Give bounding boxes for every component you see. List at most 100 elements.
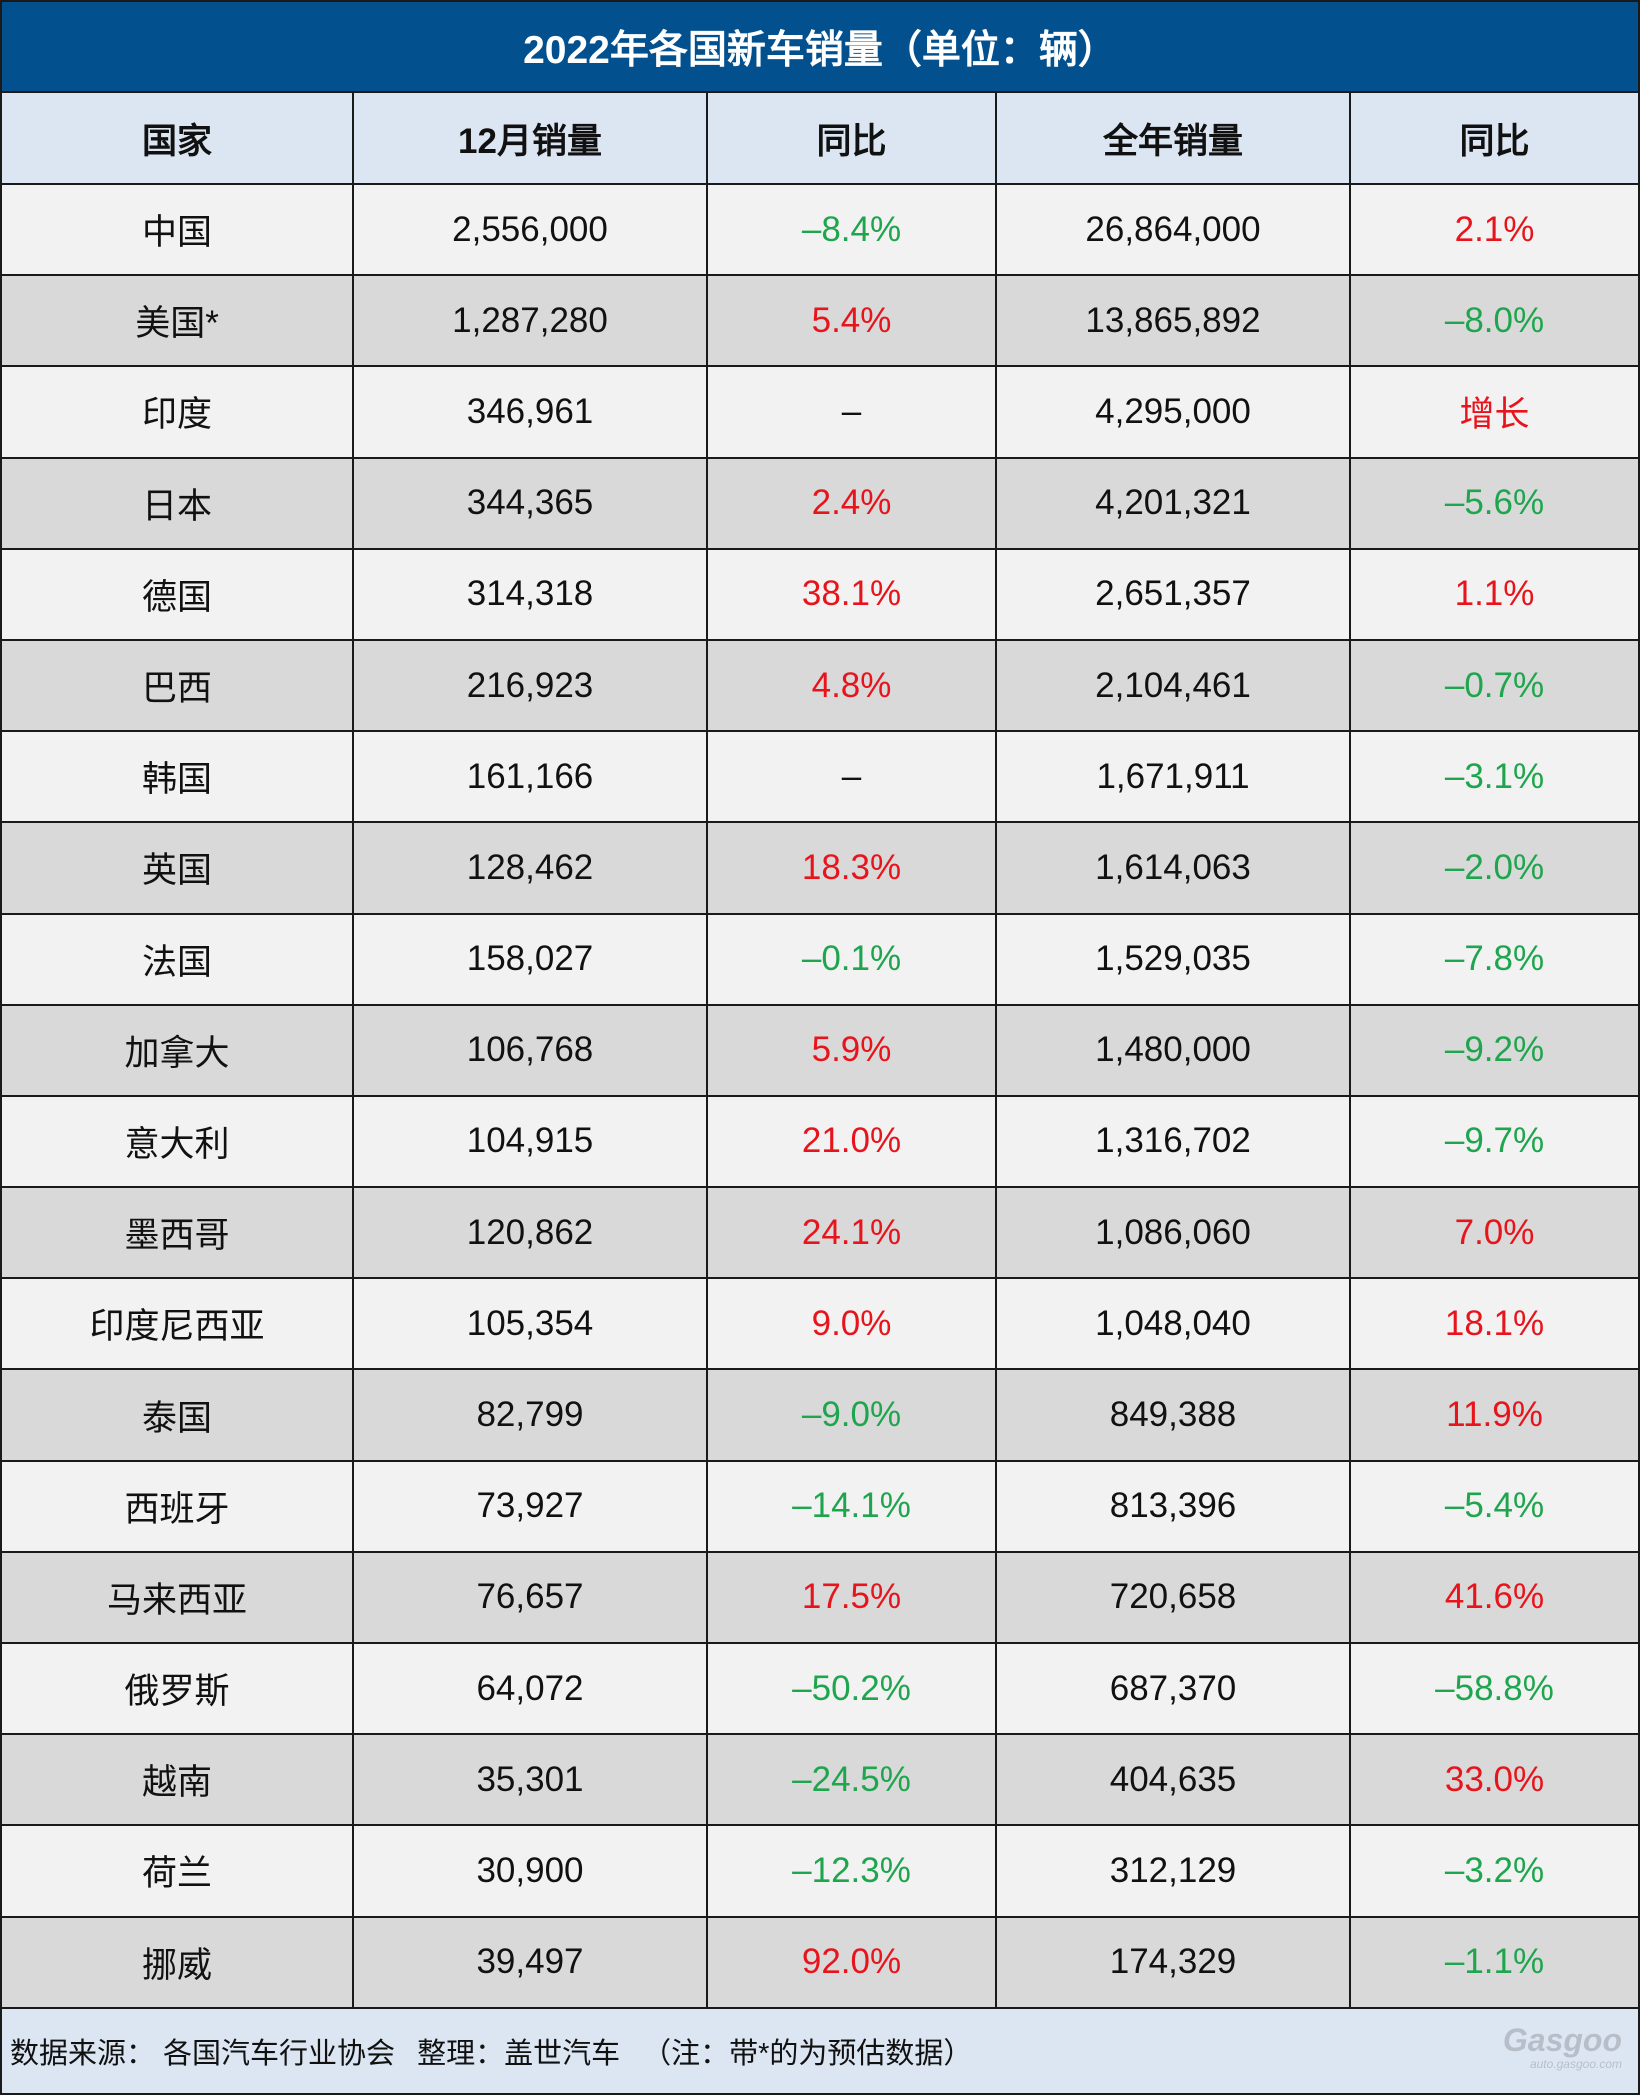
table-cell: 韩国 (0, 730, 354, 822)
footer: 数据来源： 各国汽车行业协会 整理：盖世汽车 （注：带*的为预估数据） Gasg… (0, 2006, 1640, 2095)
header-cell: 同比 (1351, 91, 1640, 183)
table-cell: –9.7% (1351, 1094, 1640, 1187)
table-cell: 813,396 (997, 1459, 1351, 1551)
table-cell: –12.3% (708, 1824, 997, 1916)
table-cell: 216,923 (354, 638, 708, 731)
table-cell: 印度 (0, 365, 354, 457)
table-row: 意大利 104,915 21.0% 1,316,702 –9.7% (0, 1094, 1640, 1187)
table-cell: 4.8% (708, 638, 997, 731)
table-row: 泰国 82,799 –9.0% 849,388 11.9% (0, 1368, 1640, 1460)
table-cell: – (708, 365, 997, 457)
table-cell: 18.3% (708, 821, 997, 913)
table-cell: 2.1% (1351, 183, 1640, 275)
table-cell: 1,480,000 (997, 1003, 1351, 1095)
table-row: 德国 314,318 38.1% 2,651,357 1.1% (0, 547, 1640, 639)
table-cell: 33.0% (1351, 1733, 1640, 1825)
table-cell: 法国 (0, 912, 354, 1004)
header-row: 国家 12月销量 同比 全年销量 同比 (0, 91, 1640, 183)
table-cell: 2,104,461 (997, 638, 1351, 731)
table-cell: 312,129 (997, 1824, 1351, 1916)
table-cell: 64,072 (354, 1642, 708, 1734)
table-cell: –3.2% (1351, 1824, 1640, 1916)
table-cell: 76,657 (354, 1550, 708, 1642)
table-cell: 日本 (0, 456, 354, 548)
table-cell: 24.1% (708, 1186, 997, 1278)
table-cell: 11.9% (1351, 1368, 1640, 1460)
table-cell: 2.4% (708, 456, 997, 548)
table-row: 印度 346,961–4,295,000 增长 (0, 365, 1640, 457)
table-cell: 1,529,035 (997, 912, 1351, 1004)
table-cell: 加拿大 (0, 1003, 354, 1095)
table-cell: 5.9% (708, 1003, 997, 1095)
table-cell: 中国 (0, 183, 354, 275)
table-cell: 344,365 (354, 456, 708, 548)
table-cell: 西班牙 (0, 1459, 354, 1551)
table-cell: 4,295,000 (997, 365, 1351, 457)
table-cell: 1,316,702 (997, 1094, 1351, 1187)
table-cell: –50.2% (708, 1642, 997, 1734)
table-cell: 30,900 (354, 1824, 708, 1916)
table-row: 越南 35,301 –24.5% 404,635 33.0% (0, 1733, 1640, 1825)
table-cell: 104,915 (354, 1094, 708, 1187)
table-row: 中国 2,556,000 –8.4% 26,864,000 2.1% (0, 183, 1640, 275)
table-cell: 1.1% (1351, 547, 1640, 639)
header-cell: 国家 (0, 91, 354, 183)
watermark-url: auto.gasgoo.com (1529, 2056, 1622, 2071)
table-cell: –9.2% (1351, 1003, 1640, 1095)
table-cell: 印度尼西亚 (0, 1277, 354, 1369)
table-cell: 4,201,321 (997, 456, 1351, 548)
table-row: 法国 158,027 –0.1% 1,529,035 –7.8% (0, 912, 1640, 1004)
table-cell: 35,301 (354, 1733, 708, 1825)
table-cell: –14.1% (708, 1459, 997, 1551)
table-cell: 346,961 (354, 365, 708, 457)
table-cell: 82,799 (354, 1368, 708, 1460)
table-cell: 5.4% (708, 274, 997, 366)
table-cell: 德国 (0, 547, 354, 639)
table-cell: 158,027 (354, 912, 708, 1004)
table-cell: 1,287,280 (354, 274, 708, 366)
table-cell: 1,086,060 (997, 1186, 1351, 1278)
table-cell: 墨西哥 (0, 1186, 354, 1278)
table-cell: –58.8% (1351, 1642, 1640, 1734)
table-cell: 荷兰 (0, 1824, 354, 1916)
table-cell: –5.6% (1351, 456, 1640, 548)
table-row: 日本 344,365 2.4% 4,201,321 –5.6% (0, 456, 1640, 548)
footer-editor: 整理：盖世汽车 (417, 2037, 621, 2070)
header-cell: 12月销量 (354, 91, 708, 183)
table-cell: 18.1% (1351, 1277, 1640, 1369)
table-cell: 1,671,911 (997, 730, 1351, 822)
table-cell: 404,635 (997, 1733, 1351, 1825)
table-cell: 26,864,000 (997, 183, 1351, 275)
table-cell: 161,166 (354, 730, 708, 822)
table-row: 俄罗斯 64,072 –50.2% 687,370 –58.8% (0, 1642, 1640, 1734)
table-cell: 41.6% (1351, 1550, 1640, 1642)
table-cell: –2.0% (1351, 821, 1640, 913)
table-cell: 9.0% (708, 1277, 997, 1369)
table-cell: –0.1% (708, 912, 997, 1004)
table-cell: 俄罗斯 (0, 1642, 354, 1734)
table-cell: 38.1% (708, 547, 997, 639)
table-cell: 意大利 (0, 1094, 354, 1187)
table-row: 墨西哥 120,862 24.1% 1,086,060 7.0% (0, 1186, 1640, 1278)
table-cell: 17.5% (708, 1550, 997, 1642)
footer-note: （注：带*的为预估数据） (642, 2037, 973, 2070)
table-cell: 106,768 (354, 1003, 708, 1095)
table-cell: 687,370 (997, 1642, 1351, 1734)
table-cell: 泰国 (0, 1368, 354, 1460)
table-cell: 1,048,040 (997, 1277, 1351, 1369)
table-cell: 马来西亚 (0, 1550, 354, 1642)
table-cell: 105,354 (354, 1277, 708, 1369)
table-cell: 73,927 (354, 1459, 708, 1551)
table-row: 加拿大 106,768 5.9% 1,480,000 –9.2% (0, 1003, 1640, 1095)
table-cell: 92.0% (708, 1915, 997, 2007)
table-row: 美国* 1,287,280 5.4% 13,865,892 –8.0% (0, 274, 1640, 366)
header-cell: 全年销量 (997, 91, 1351, 183)
table-cell: 巴西 (0, 638, 354, 731)
table-title: 2022年各国新车销量（单位：辆） (0, 0, 1640, 91)
watermark-brand: Gasgoo (1502, 2021, 1622, 2058)
table-row: 马来西亚 76,657 17.5% 720,658 41.6% (0, 1550, 1640, 1642)
table-cell: 21.0% (708, 1094, 997, 1187)
table-cell: 增长 (1351, 365, 1640, 457)
table-cell: –8.0% (1351, 274, 1640, 366)
